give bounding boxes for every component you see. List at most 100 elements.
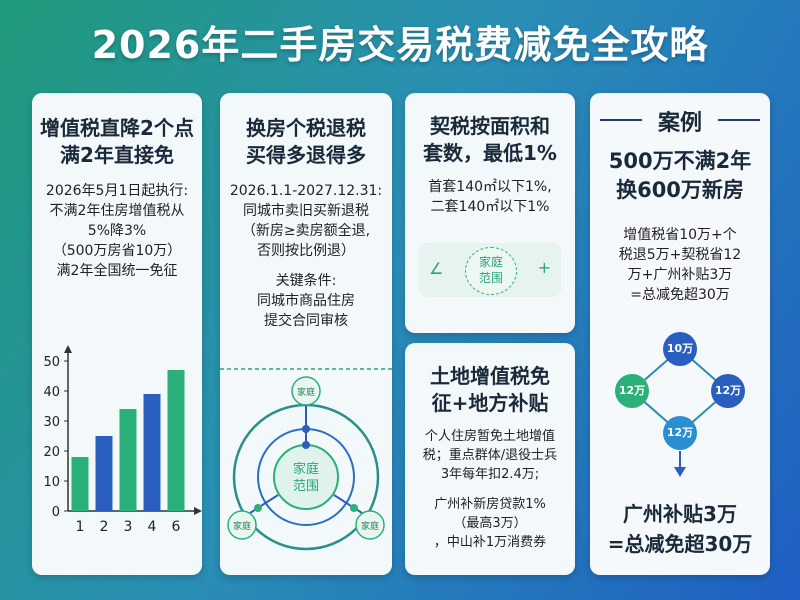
deed-card-body: 首套140㎡以下1%, 二套140㎡以下1% xyxy=(405,177,575,217)
refund-title-line1: 换房个税退税 xyxy=(246,116,366,140)
center-label-line1: 家庭 xyxy=(293,461,319,477)
center-circle xyxy=(273,444,339,510)
bar-chart: 0 10 20 30 40 50 1 2 3 4 6 xyxy=(43,345,202,535)
case-footer: 广州补贴3万 =总减免超30万 xyxy=(590,499,770,559)
plus-icon: + xyxy=(537,258,551,277)
tax-refund-card: 换房个税退税 买得多退得多 2026.1.1-2027.12.31: 同城市卖旧… xyxy=(220,93,392,575)
case-header: 案例 xyxy=(657,111,702,136)
case-title-line2: 换600万新房 xyxy=(616,178,744,202)
condition-line: 关键条件: xyxy=(275,273,337,289)
deed-card-title: 契税按面积和 套数，最低1% xyxy=(405,113,575,167)
refund-body-line: 否则按比例退） xyxy=(257,243,355,259)
refund-card-title: 换房个税退税 买得多退得多 xyxy=(220,115,392,169)
y-tick-label: 20 xyxy=(43,445,60,460)
condition-line: 提交合同审核 xyxy=(264,313,348,329)
bar xyxy=(95,436,113,511)
land-tax-card: 土地增值税免 征+地方补贴 个人住房暂免土地增值 税；重点群体/退役士兵 3年每… xyxy=(405,343,575,575)
subsidy-line: ，中山补1万消费券 xyxy=(433,535,547,550)
land-title-line1: 土地增值税免 xyxy=(430,364,550,388)
case-body-line: 税退5万+契税省12 xyxy=(618,247,742,263)
node-bottom-label: 12万 xyxy=(663,416,697,450)
y-tick-label: 40 xyxy=(43,385,60,400)
down-arrow-icon xyxy=(674,467,686,477)
angle-icon: ∠ xyxy=(429,259,444,278)
refund-title-line2: 买得多退得多 xyxy=(246,143,366,167)
node-top: 10万 xyxy=(663,332,697,366)
subsidy-line: （最高3万） xyxy=(453,516,527,531)
bar xyxy=(143,394,161,511)
family-scope-circle: 家庭 范围 xyxy=(465,247,517,295)
bar xyxy=(119,409,137,511)
case-body-line: 增值税省10万+个 xyxy=(623,227,737,243)
vat-card-title: 增值税直降2个点 满2年直接免 xyxy=(32,115,202,169)
case-footer-line2: =总减免超30万 xyxy=(607,532,753,556)
deed-body-line: 二套140㎡以下1% xyxy=(430,199,550,215)
case-title: 500万不满2年 换600万新房 xyxy=(590,147,770,205)
land-body-line: 税；重点群体/退役士兵 xyxy=(422,448,558,463)
x-tick-label: 3 xyxy=(124,519,133,535)
right-node xyxy=(355,510,385,540)
y-tick-label: 50 xyxy=(43,355,60,370)
y-axis-arrow xyxy=(64,345,72,353)
family-scope-badge: ∠ + 家庭 范围 xyxy=(419,243,561,297)
x-tick-label: 1 xyxy=(76,519,85,535)
refund-card-body: 2026.1.1-2027.12.31: 同城市卖旧买新退税 （新房≥卖房额全退… xyxy=(220,181,392,261)
case-body-line: =总减免超30万 xyxy=(630,287,730,303)
bar xyxy=(167,370,185,511)
y-tick-label: 10 xyxy=(43,475,60,490)
subsidy-line: 广州补新房贷款1% xyxy=(434,497,546,512)
vat-title-line1: 增值税直降2个点 xyxy=(40,116,194,140)
deed-body-line: 首套140㎡以下1%, xyxy=(428,179,552,195)
node-left: 12万 xyxy=(615,374,649,408)
land-title-line2: 征+地方补贴 xyxy=(431,391,549,415)
node-right-label: 12万 xyxy=(711,374,745,408)
vat-title-line2: 满2年直接免 xyxy=(60,143,174,167)
refund-body-line: 同城市卖旧买新退税 xyxy=(243,203,369,219)
node-top-label: 10万 xyxy=(663,332,697,366)
badge-line2: 范围 xyxy=(478,271,503,285)
left-node-label: 家庭 xyxy=(233,520,251,532)
vat-body-line: 2026年5月1日起执行: xyxy=(45,183,189,199)
deed-title-line1: 契税按面积和 xyxy=(430,114,550,138)
refund-conditions: 关键条件: 同城市商品住房 提交合同审核 xyxy=(220,271,392,331)
vat-body-line: （500万房省10万） xyxy=(52,243,182,259)
case-title-line1: 500万不满2年 xyxy=(608,149,752,173)
vat-body-line: 不满2年住房增值税从 xyxy=(49,203,185,219)
case-footer-line1: 广州补贴3万 xyxy=(623,502,737,526)
x-tick-label: 2 xyxy=(100,519,109,535)
y-tick-label: 0 xyxy=(52,505,60,520)
right-node-label: 家庭 xyxy=(361,520,379,532)
x-tick-label: 6 xyxy=(172,519,181,535)
vat-card: 增值税直降2个点 满2年直接免 2026年5月1日起执行: 不满2年住房增值税从… xyxy=(32,93,202,575)
refund-body-line: （新房≥卖房额全退, xyxy=(241,223,371,239)
page-title: 2026年二手房交易税费减免全攻略 xyxy=(91,23,709,67)
case-study-card: 案例 500万不满2年 换600万新房 增值税省10万+个 税退5万+契税省12… xyxy=(590,93,770,575)
case-header-rule xyxy=(590,119,770,121)
node-left-label: 12万 xyxy=(615,374,649,408)
land-card-title: 土地增值税免 征+地方补贴 xyxy=(405,363,575,417)
bar xyxy=(71,457,89,511)
case-body: 增值税省10万+个 税退5万+契税省12 万+广州补贴3万 =总减免超30万 xyxy=(590,225,770,305)
land-card-body: 个人住房暂免土地增值 税；重点群体/退役士兵 3年每年扣2.4万; xyxy=(405,427,575,484)
case-body-line: 万+广州补贴3万 xyxy=(627,267,733,283)
node-bottom: 12万 xyxy=(663,416,697,450)
vat-card-body: 2026年5月1日起执行: 不满2年住房增值税从 5%降3% （500万房省10… xyxy=(32,181,202,281)
land-body-line: 3年每年扣2.4万; xyxy=(440,467,540,482)
vat-body-line: 5%降3% xyxy=(87,223,147,239)
badge-line1: 家庭 xyxy=(478,255,503,269)
y-tick-label: 30 xyxy=(43,415,60,430)
center-label-line2: 范围 xyxy=(293,479,319,494)
condition-line: 同城市商品住房 xyxy=(257,293,355,309)
deed-title-line2: 套数，最低1% xyxy=(423,141,557,165)
x-axis-arrow xyxy=(194,507,202,515)
vat-body-line: 满2年全国统一免征 xyxy=(56,263,178,279)
family-circle-diagram: 家庭 家庭 家庭 家庭 范围 xyxy=(220,368,392,551)
subsidy-body: 广州补新房贷款1% （最高3万） ，中山补1万消费券 xyxy=(405,495,575,552)
top-node xyxy=(291,376,321,406)
refund-body-line: 2026.1.1-2027.12.31: xyxy=(229,183,383,199)
x-tick-label: 4 xyxy=(148,519,157,535)
left-node xyxy=(227,510,257,540)
node-right: 12万 xyxy=(711,374,745,408)
land-body-line: 个人住房暂免土地增值 xyxy=(424,429,555,444)
deed-tax-card: 契税按面积和 套数，最低1% 首套140㎡以下1%, 二套140㎡以下1% ∠ … xyxy=(405,93,575,333)
